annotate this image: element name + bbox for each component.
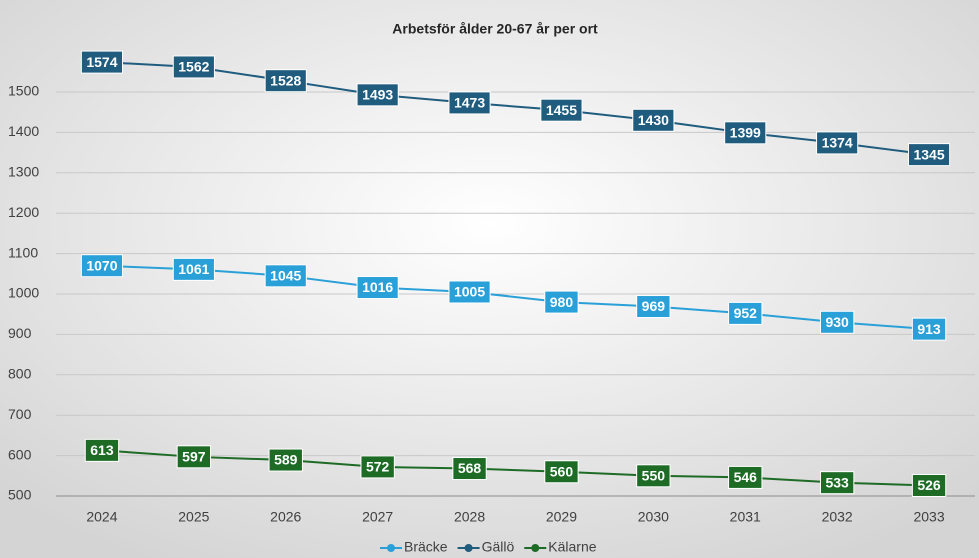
data-label: 572 xyxy=(366,459,390,475)
data-label: 1005 xyxy=(454,284,485,300)
data-label-box xyxy=(907,143,951,167)
data-label: 1016 xyxy=(362,279,393,295)
data-label-box xyxy=(80,254,124,278)
data-label-box xyxy=(911,317,947,341)
data-label: 930 xyxy=(825,314,849,330)
data-label: 1574 xyxy=(86,54,117,70)
y-tick-label: 600 xyxy=(8,446,32,462)
data-label-box xyxy=(544,290,579,314)
data-label: 597 xyxy=(182,449,206,465)
data-label-box xyxy=(544,460,579,484)
y-tick-label: 1500 xyxy=(8,83,39,99)
data-label-box xyxy=(452,457,487,481)
data-label-box xyxy=(172,55,215,79)
data-label: 1493 xyxy=(362,87,393,103)
y-tick-label: 700 xyxy=(8,406,32,422)
data-label: 1455 xyxy=(546,102,577,118)
legend-marker xyxy=(464,544,473,552)
data-label: 952 xyxy=(734,305,758,321)
data-label-box xyxy=(264,264,307,288)
data-label-box xyxy=(636,295,671,319)
data-label: 1528 xyxy=(270,72,301,88)
data-label-box xyxy=(80,50,124,74)
x-tick-label: 2033 xyxy=(913,509,944,525)
x-tick-label: 2030 xyxy=(638,509,669,525)
data-label: 589 xyxy=(274,452,298,468)
data-label-box xyxy=(911,473,947,497)
data-label-box xyxy=(84,438,120,462)
data-label-box xyxy=(540,98,583,122)
x-tick-label: 2028 xyxy=(454,509,485,525)
data-label: 526 xyxy=(917,477,941,493)
data-label-box xyxy=(819,310,855,334)
data-label: 546 xyxy=(734,469,758,485)
x-tick-label: 2031 xyxy=(730,509,761,525)
data-label-box xyxy=(264,69,307,93)
data-label-box xyxy=(268,448,303,472)
data-label: 1061 xyxy=(178,261,209,277)
data-label-box xyxy=(724,121,767,145)
data-label-box xyxy=(448,91,491,115)
y-tick-label: 1200 xyxy=(8,204,39,220)
y-tick-label: 1100 xyxy=(8,244,38,260)
x-tick-label: 2029 xyxy=(546,509,577,525)
data-label-box xyxy=(356,83,399,107)
y-tick-label: 500 xyxy=(8,487,32,503)
series-line xyxy=(101,264,930,331)
data-label: 1430 xyxy=(638,112,669,128)
data-label-box xyxy=(728,301,763,325)
legend-marker xyxy=(531,544,540,552)
series-line xyxy=(101,61,930,156)
data-label-box xyxy=(176,445,212,469)
data-label: 1374 xyxy=(822,135,853,151)
data-label: 913 xyxy=(917,321,941,337)
legend-label: Bräcke xyxy=(404,539,448,555)
y-tick-label: 1300 xyxy=(8,164,39,180)
x-tick-label: 2024 xyxy=(86,509,117,525)
y-tick-label: 1400 xyxy=(8,123,39,139)
data-label-box xyxy=(356,276,399,300)
data-label-box xyxy=(632,108,675,132)
data-label: 1399 xyxy=(730,125,761,141)
legend-marker xyxy=(387,544,395,552)
data-label: 980 xyxy=(550,294,574,310)
chart-title: Arbetsför ålder 20-67 år per ort xyxy=(392,21,598,37)
legend-label: Kälarne xyxy=(548,539,596,555)
data-label: 969 xyxy=(642,298,666,314)
data-label: 1070 xyxy=(86,257,117,273)
data-label-box xyxy=(360,455,395,479)
x-tick-label: 2027 xyxy=(362,509,393,525)
data-label: 533 xyxy=(825,474,849,490)
data-label: 613 xyxy=(90,442,114,458)
data-label: 1345 xyxy=(913,146,944,162)
data-label-box xyxy=(819,471,855,495)
data-label: 550 xyxy=(642,468,666,484)
data-label: 1045 xyxy=(270,268,301,284)
data-label-box xyxy=(728,465,763,489)
data-label: 1562 xyxy=(178,59,209,75)
data-label-box xyxy=(172,257,215,281)
series-line xyxy=(101,449,930,487)
data-label-box xyxy=(636,464,671,488)
legend-label: Gällö xyxy=(482,539,515,555)
data-label: 1473 xyxy=(454,95,485,111)
x-tick-label: 2025 xyxy=(178,509,209,525)
x-tick-label: 2026 xyxy=(270,509,301,525)
data-label: 568 xyxy=(458,460,482,476)
data-label-box xyxy=(448,280,491,304)
x-tick-label: 2032 xyxy=(822,509,853,525)
y-tick-label: 1000 xyxy=(8,285,39,301)
data-label-box xyxy=(816,131,859,155)
y-tick-label: 900 xyxy=(8,325,32,341)
data-label: 560 xyxy=(550,463,574,479)
y-tick-label: 800 xyxy=(8,366,32,382)
